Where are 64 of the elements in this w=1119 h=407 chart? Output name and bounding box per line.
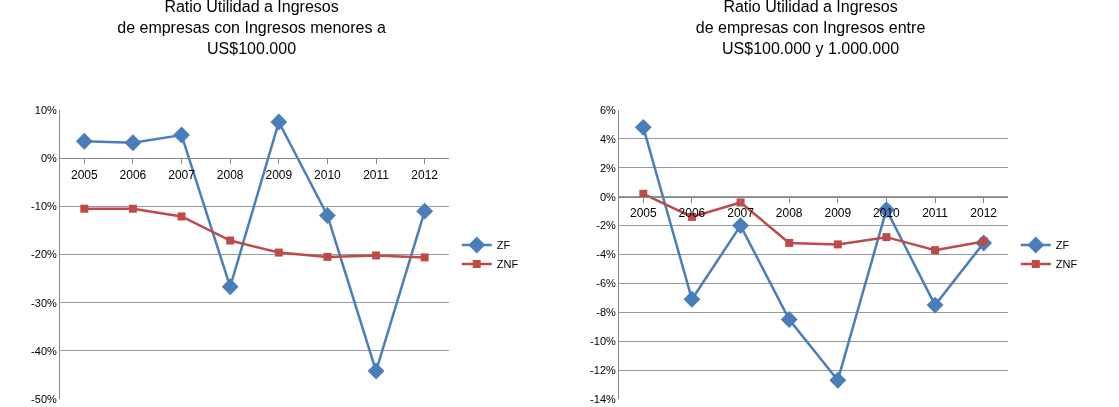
point [80, 204, 89, 213]
y-tick-label: 10% [34, 103, 57, 116]
x-tick-label: 2012 [970, 206, 998, 221]
point [416, 202, 434, 220]
chart-title: Ratio Utilidad a Ingresos de empresas con Ingresos entre US$100.000 y 1.000.000 [695, 0, 926, 57]
y-tick-label: -12% [590, 363, 617, 376]
point [177, 212, 186, 221]
point [124, 134, 142, 152]
x-tick-label: 2006 [119, 167, 147, 182]
y-tick-label: -10% [31, 200, 58, 213]
point [780, 311, 798, 328]
legend-label: ZNF [496, 258, 519, 271]
point [926, 296, 944, 314]
y-tick-label: -50% [31, 392, 58, 405]
legend-label: ZF [1055, 239, 1070, 252]
y-tick-label: -30% [31, 296, 58, 309]
point [732, 217, 750, 235]
point [318, 207, 336, 224]
x-tick-label: 2010 [314, 167, 342, 182]
x-tick-label: 2008 [216, 167, 244, 182]
x-tick-label: 2009 [824, 206, 852, 221]
point [931, 246, 940, 255]
point [270, 113, 288, 131]
x-tick-label: 2012 [411, 167, 439, 182]
legend-label: ZF [496, 239, 511, 252]
point [274, 248, 283, 257]
x-tick-label: 2008 [775, 206, 803, 221]
y-tick-label: 0% [40, 152, 58, 165]
y-tick-label: -40% [31, 344, 58, 357]
point [736, 198, 745, 207]
y-tick-label: -6% [596, 277, 617, 290]
point [323, 252, 332, 261]
point [128, 204, 137, 213]
x-tick-label: 2005 [70, 167, 98, 182]
point [785, 238, 794, 247]
y-tick-label: -20% [31, 248, 58, 261]
point [367, 362, 385, 380]
chart-title: Ratio Utilidad a Ingresos de empresas con Ingresos menores a US$100.000 [117, 0, 386, 57]
y-tick-label: -14% [590, 392, 617, 405]
point [829, 371, 847, 389]
point [420, 253, 429, 262]
point [173, 126, 191, 144]
point [683, 290, 701, 308]
y-tick-label: 0% [599, 190, 617, 203]
point [221, 278, 239, 296]
x-tick-label: 2011 [363, 167, 390, 182]
x-tick-label: 2007 [727, 206, 755, 221]
y-tick-label: 4% [599, 132, 617, 145]
y-tick-label: -8% [596, 306, 617, 319]
point [372, 251, 381, 260]
point [882, 233, 891, 242]
y-tick-label: -2% [596, 219, 617, 232]
y-tick-label: -10% [590, 335, 617, 348]
y-tick-label: 2% [599, 161, 617, 174]
point [226, 236, 235, 245]
legend-label: ZNF [1055, 258, 1078, 271]
y-tick-label: -4% [596, 248, 617, 261]
y-tick-label: 6% [599, 103, 617, 116]
point [634, 118, 652, 136]
point [75, 132, 93, 150]
x-tick-label: 2005 [629, 206, 657, 221]
point [833, 240, 842, 249]
x-tick-label: 2011 [922, 206, 949, 221]
x-tick-label: 2009 [265, 167, 293, 182]
